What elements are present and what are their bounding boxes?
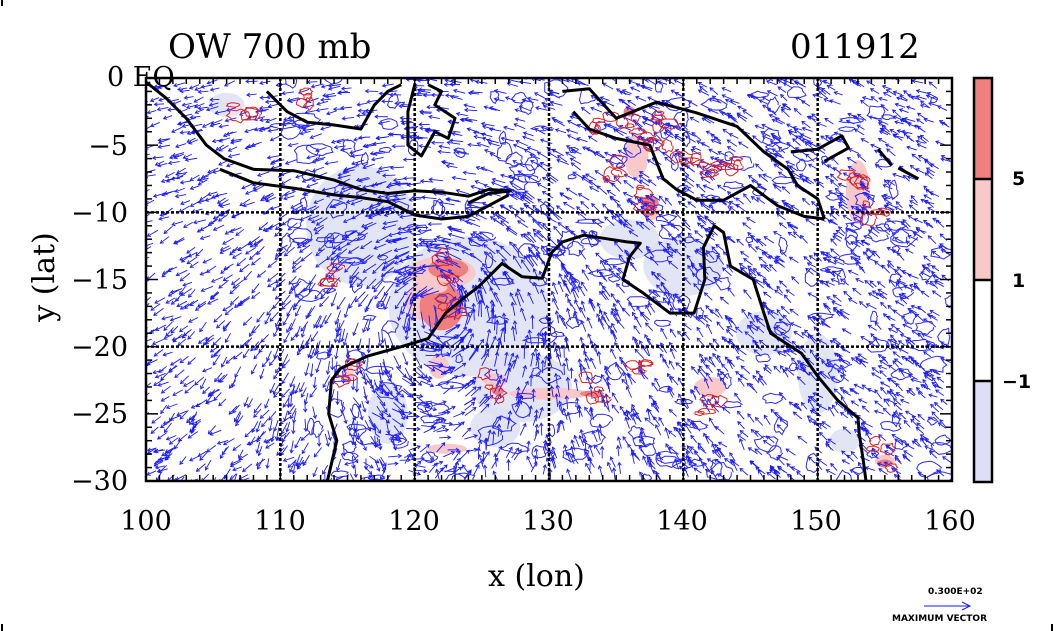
x-tick-150: 150 bbox=[790, 506, 842, 537]
y-tick-4: −20 bbox=[71, 332, 128, 363]
x-tick-130: 130 bbox=[522, 506, 574, 537]
colorbar bbox=[972, 76, 994, 484]
colorbar-level-neutral bbox=[974, 280, 992, 381]
y-tick-0: 0 EQ bbox=[107, 62, 175, 93]
colorbar-level-low bbox=[974, 381, 992, 482]
x-tick-140: 140 bbox=[656, 506, 708, 537]
map-date: 011912 bbox=[790, 27, 920, 67]
axis-ticks bbox=[145, 77, 953, 482]
x-tick-110: 110 bbox=[254, 506, 306, 537]
colorbar-tick-1: 1 bbox=[1012, 270, 1026, 292]
colorbar-level-mid-high bbox=[974, 179, 992, 280]
colorbar-level-high bbox=[974, 78, 992, 179]
y-tick-3: −15 bbox=[71, 265, 128, 296]
y-axis-label: y (lat) bbox=[27, 232, 62, 322]
vector-key-value: 0.300E+02 bbox=[928, 587, 983, 597]
x-tick-120: 120 bbox=[388, 506, 440, 537]
y-tick-5: −25 bbox=[71, 399, 128, 430]
x-axis-label: x (lon) bbox=[488, 559, 585, 594]
vector-key-label: MAXIMUM VECTOR bbox=[892, 614, 988, 624]
y-tick-2: −10 bbox=[71, 198, 128, 229]
coastline bbox=[146, 80, 920, 481]
y-tick-1: −5 bbox=[88, 131, 128, 162]
x-tick-100: 100 bbox=[120, 506, 172, 537]
y-tick-6: −30 bbox=[71, 466, 128, 497]
colorbar-tick-5: 5 bbox=[1012, 168, 1026, 190]
colorbar-tick-minus-1: −1 bbox=[1002, 371, 1032, 393]
ow-contours bbox=[225, 78, 952, 481]
x-tick-160: 160 bbox=[924, 506, 976, 537]
lat-lon-grid bbox=[146, 78, 952, 481]
map-title: OW 700 mb bbox=[168, 27, 372, 67]
